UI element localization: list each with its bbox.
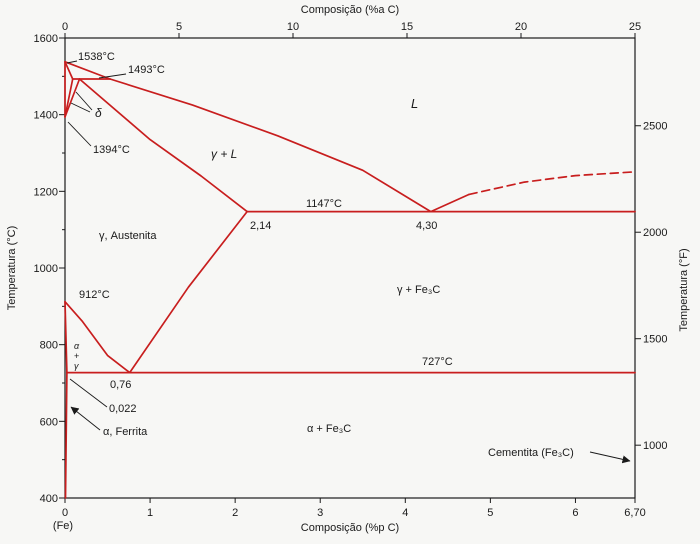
bottom-tick-label: 6 [572, 507, 578, 519]
top-tick-label: 0 [62, 21, 68, 33]
bottom-tick-label: 2 [232, 507, 238, 519]
boundary-a3-boundary [64, 300, 131, 374]
leader-1538 [66, 60, 78, 64]
label-0-76: 0,76 [110, 379, 131, 391]
label-1538: 1538°C [78, 51, 115, 63]
label-delta: δ [95, 106, 102, 120]
label-gamma-plus-l: γ + L [211, 147, 237, 161]
label-1493: 1493°C [128, 64, 165, 76]
boundary-delta-gamma-boundary-b [64, 78, 81, 118]
left-tick-label: 1400 [34, 110, 58, 122]
label-1147: 1147°C [306, 198, 342, 210]
bottom-tick-label: 4 [402, 507, 408, 519]
label-1394: 1394°C [93, 144, 130, 156]
boundary-gamma-solidus [78, 78, 248, 213]
left-tick-label: 1600 [34, 33, 58, 45]
leader-delta-a [75, 91, 93, 111]
right-tick-label: 2000 [643, 227, 667, 239]
top-tick-label: 15 [401, 21, 413, 33]
leader-1493 [98, 73, 127, 79]
bottom-axis-title: Composição (%p C) [301, 522, 399, 534]
label-austenita: γ, Austenita [99, 230, 157, 242]
boundary-delta-liquidus [64, 60, 111, 80]
leader-delta-b [70, 102, 91, 113]
right-tick-label: 2500 [643, 121, 667, 133]
right-tick-label: 1000 [643, 440, 667, 452]
label-912: 912°C [79, 289, 110, 301]
top-axis-title: Composição (%a C) [301, 4, 399, 16]
boundary-delta-gamma-boundary-a [64, 78, 74, 118]
label-alpha-fe3c: α + Fe₃C [307, 423, 351, 435]
label-fe: (Fe) [53, 520, 73, 532]
label-727: 727°C [422, 356, 453, 368]
leader-0-022 [69, 378, 108, 408]
label-plus-small: + [74, 351, 79, 361]
label-0-022: 0,022 [109, 403, 137, 415]
boundary-fe3c-liquidus-dashed [468, 170, 636, 196]
leader-ferrita [70, 406, 101, 431]
bottom-tick-label: 3 [317, 507, 323, 519]
leader-1394 [67, 121, 92, 147]
top-tick-label: 5 [176, 21, 182, 33]
label-cementita: Cementita (Fe₃C) [488, 447, 574, 459]
bottom-tick-label: 1 [147, 507, 153, 519]
boundary-acm-boundary [128, 210, 248, 374]
label-2-14: 2,14 [250, 220, 271, 232]
label-gamma-fe3c: γ + Fe₃C [397, 284, 440, 296]
left-tick-label: 600 [40, 416, 58, 428]
leader-cementita [589, 451, 631, 464]
boundary-fe3c-liquidus-solid [429, 193, 470, 213]
bottom-tick-label: 0 [62, 507, 68, 519]
left-tick-label: 800 [40, 340, 58, 352]
top-tick-label: 25 [629, 21, 641, 33]
label-l: L [411, 96, 418, 111]
left-axis-title: Temperatura (°C) [6, 226, 18, 310]
left-tick-label: 400 [40, 493, 58, 505]
left-tick-label: 1200 [34, 186, 58, 198]
boundary-liquidus [109, 78, 432, 213]
label-4-30: 4,30 [416, 220, 437, 232]
right-tick-label: 1500 [643, 334, 667, 346]
boundary-delta-solidus [64, 60, 74, 80]
boundary-alpha-solvus [64, 371, 68, 499]
label-ferrita: α, Ferrita [103, 426, 148, 438]
bottom-tick-label: 5 [487, 507, 493, 519]
bottom-tick-label: 6,70 [624, 507, 645, 519]
label-alpha-small: α [74, 341, 80, 351]
left-tick-label: 1000 [34, 263, 58, 275]
boundary-alpha-gamma-left-boundary [64, 300, 68, 374]
top-tick-label: 10 [287, 21, 299, 33]
top-tick-label: 20 [515, 21, 527, 33]
label-gamma-small: γ [74, 361, 79, 371]
right-axis-title: Temperatura (°F) [678, 248, 690, 331]
